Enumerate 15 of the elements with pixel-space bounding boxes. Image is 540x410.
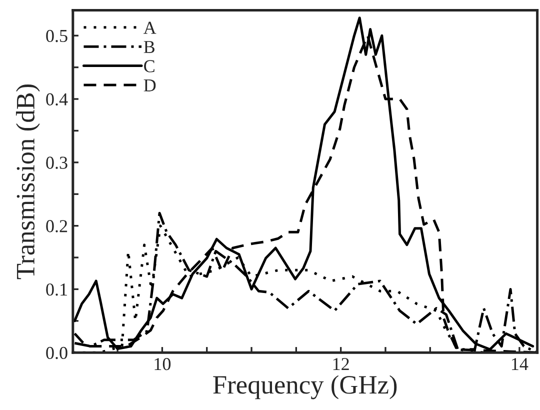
- y-axis-title: Transmission (dB): [16, 84, 40, 280]
- x-axis-title: Frequency (GHz): [213, 375, 397, 400]
- y-tick-label: 0.1: [46, 283, 67, 296]
- legend-label: A: [143, 22, 156, 34]
- legend-label: B: [144, 41, 154, 53]
- y-tick-label: 0.2: [46, 220, 68, 232]
- legend-label: D: [144, 79, 156, 92]
- x-tick-label: 14: [512, 358, 528, 370]
- x-tick-label: 12: [333, 358, 349, 370]
- y-tick-label: 0.0: [46, 346, 68, 360]
- y-tick-label: 0.4: [46, 93, 68, 106]
- y-tick-label: 0.5: [46, 30, 68, 42]
- y-tick-label: 0.3: [46, 156, 68, 169]
- legend-label: C: [144, 60, 154, 72]
- x-tick-label: 10: [154, 358, 171, 370]
